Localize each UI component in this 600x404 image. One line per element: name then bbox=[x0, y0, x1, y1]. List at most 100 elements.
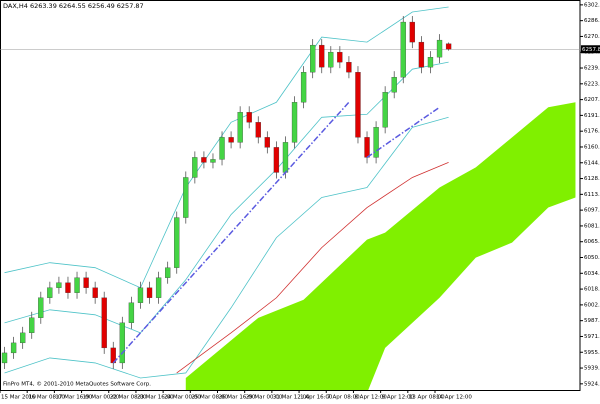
y-tick-label: 5939.9 bbox=[584, 366, 600, 372]
candle-body bbox=[20, 332, 26, 344]
candle-body bbox=[409, 21, 415, 43]
indicator-line bbox=[4, 61, 449, 334]
candle-body bbox=[92, 287, 98, 298]
x-tick-label: 7 Apr 08:00 bbox=[327, 395, 360, 401]
candle-body bbox=[282, 142, 289, 173]
x-tick-label: 24 Mar 00:00 bbox=[164, 395, 201, 401]
candle-body bbox=[228, 137, 234, 143]
candle-body bbox=[38, 297, 44, 318]
candle-body bbox=[192, 157, 198, 178]
y-tick-label: 6128.9 bbox=[584, 176, 600, 182]
candle-body bbox=[264, 137, 270, 148]
candle-body bbox=[373, 127, 379, 158]
x-tick-label: 14 Apr 12:00 bbox=[436, 395, 472, 401]
indicator-line bbox=[4, 116, 449, 379]
candle-body bbox=[29, 317, 35, 334]
y-tick-label: 6050.15 bbox=[584, 255, 600, 261]
candle-body bbox=[364, 137, 370, 158]
candle-body bbox=[300, 72, 307, 103]
last-price-label: 6257.87 bbox=[582, 47, 600, 53]
y-tick-label: 6113.15 bbox=[584, 192, 600, 198]
y-tick-label: 6034.4 bbox=[584, 271, 600, 277]
plot-area bbox=[0, 6, 580, 390]
candle-body bbox=[246, 112, 252, 123]
candle-body bbox=[445, 43, 452, 50]
candle-body bbox=[146, 287, 153, 298]
x-tick-label: 31 Mar 12:00 bbox=[273, 395, 310, 401]
x-tick-label: 8 Apr 12:00 bbox=[354, 395, 387, 401]
candle-body bbox=[400, 21, 406, 78]
y-tick-label: 6018.65 bbox=[584, 287, 600, 293]
y-tick-label: 6081.65 bbox=[584, 223, 600, 229]
chart-footer: FinPro MT4, © 2001-2010 MetaQuotes Softw… bbox=[3, 381, 151, 388]
x-tick-label: 16 Mar 08:00 bbox=[28, 395, 65, 401]
candle-body bbox=[47, 287, 53, 298]
candle-body bbox=[328, 51, 334, 68]
candle-body bbox=[210, 159, 216, 163]
y-tick-label: 6160.4 bbox=[584, 144, 600, 150]
candle-body bbox=[255, 122, 261, 138]
candle-body bbox=[155, 277, 162, 298]
chart-header: DAX,H4 6263.39 6264.55 6256.49 6257.87 bbox=[3, 2, 144, 10]
candle-body bbox=[346, 62, 352, 73]
candle-body bbox=[165, 267, 171, 278]
x-tick-label: 15 Mar 2010 bbox=[1, 395, 36, 401]
candle-body bbox=[183, 177, 189, 218]
x-tick-label: 29 Mar 00:00 bbox=[246, 395, 283, 401]
y-tick-label: 6286.4 bbox=[584, 18, 600, 24]
candle-body bbox=[10, 342, 17, 354]
x-tick-label: 22 Mar 08:00 bbox=[110, 395, 147, 401]
y-tick-label: 6097.4 bbox=[584, 208, 600, 214]
candle-body bbox=[174, 217, 180, 268]
y-tick-label: 5987.15 bbox=[584, 318, 600, 324]
y-tick-label: 6065.9 bbox=[584, 239, 600, 245]
y-tick-label: 6302.15 bbox=[584, 2, 600, 8]
indicator-line bbox=[176, 162, 449, 374]
candle-body bbox=[382, 92, 388, 128]
candle-body bbox=[391, 77, 397, 93]
y-tick-label: 6002.9 bbox=[584, 302, 600, 308]
y-tick-label: 6239.15 bbox=[584, 66, 600, 72]
x-tick-label: 19 Mar 00:00 bbox=[83, 395, 120, 401]
candle-body bbox=[291, 102, 298, 143]
y-tick-label: 6191.9 bbox=[584, 113, 600, 119]
candle-body bbox=[137, 287, 144, 303]
y-tick-label: 6270.65 bbox=[584, 34, 600, 40]
candle-body bbox=[436, 39, 443, 58]
y-tick-label: 6207.65 bbox=[584, 97, 600, 103]
candle-body bbox=[56, 282, 62, 288]
x-tick-label: 23 Mar 16:00 bbox=[137, 395, 174, 401]
candle-body bbox=[128, 302, 135, 323]
x-tick-label: 13 Apr 08:00 bbox=[409, 395, 445, 401]
candle-body bbox=[310, 44, 316, 73]
candle-body bbox=[355, 72, 361, 138]
x-tick-label: 9 Apr 12:00 bbox=[382, 395, 415, 401]
trendline bbox=[366, 106, 440, 159]
candle-body bbox=[427, 56, 434, 68]
x-tick-label: 25 Mar 08:00 bbox=[191, 395, 228, 401]
y-tick-label: 5955.65 bbox=[584, 350, 600, 356]
candle-body bbox=[201, 157, 207, 163]
last-price-box bbox=[581, 45, 600, 54]
candle-body bbox=[101, 297, 107, 349]
x-tick-label: 1 Apr 16:00 bbox=[300, 395, 333, 401]
y-tick-label: 6176.15 bbox=[584, 129, 600, 135]
candle-body bbox=[418, 41, 425, 68]
y-tick-label: 5971.4 bbox=[584, 334, 600, 340]
trendline bbox=[112, 101, 350, 364]
candle-body bbox=[119, 322, 125, 364]
candle-body bbox=[273, 147, 280, 173]
candle-body bbox=[74, 277, 80, 293]
y-tick-label: 6144.65 bbox=[584, 160, 600, 166]
candle-body bbox=[237, 112, 243, 143]
cloud bbox=[185, 102, 576, 390]
x-tick-label: 17 Mar 16:00 bbox=[55, 395, 92, 401]
x-tick-label: 26 Mar 16:00 bbox=[219, 395, 256, 401]
y-tick-label: 5924.15 bbox=[584, 381, 600, 387]
candle-body bbox=[1, 352, 8, 364]
candle-body bbox=[83, 277, 89, 288]
candle-body bbox=[319, 44, 325, 68]
candle-body bbox=[219, 137, 225, 160]
indicator-line bbox=[4, 6, 449, 289]
